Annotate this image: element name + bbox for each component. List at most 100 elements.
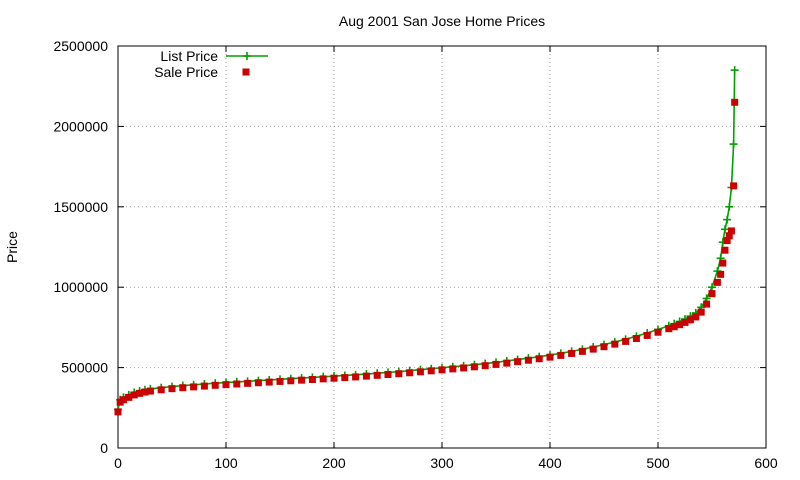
data-point — [535, 355, 543, 363]
data-point — [665, 325, 673, 333]
data-point — [713, 278, 721, 286]
data-point — [731, 98, 739, 106]
data-point — [611, 340, 619, 348]
data-point — [341, 374, 349, 382]
data-point — [578, 347, 586, 355]
data-point — [395, 370, 403, 378]
data-point — [141, 388, 149, 396]
data-point — [287, 377, 295, 385]
data-point — [460, 364, 468, 372]
data-point — [600, 343, 608, 351]
y-axis-label: Price — [4, 231, 20, 263]
x-tick-label: 400 — [538, 455, 562, 471]
data-point — [330, 374, 338, 382]
data-point — [721, 246, 729, 254]
data-point — [470, 363, 478, 371]
data-point — [720, 225, 729, 234]
data-point — [568, 349, 576, 357]
data-point — [727, 227, 735, 235]
data-point — [276, 377, 284, 385]
y-tick-label: 1500000 — [53, 199, 108, 215]
data-point — [546, 353, 554, 361]
data-point — [211, 381, 219, 389]
data-point — [692, 313, 700, 321]
data-point — [717, 270, 725, 278]
data-point — [697, 308, 705, 316]
data-point — [725, 202, 734, 211]
data-point — [319, 375, 327, 383]
data-point — [406, 369, 414, 377]
data-point — [352, 373, 360, 381]
data-point — [362, 372, 370, 380]
data-point — [119, 396, 127, 404]
data-point — [114, 408, 122, 416]
y-tick-label: 2500000 — [53, 38, 108, 54]
y-tick-label: 1000000 — [53, 279, 108, 295]
data-point — [125, 393, 133, 401]
legend-label-sale-price: Sale Price — [154, 64, 218, 80]
data-point — [676, 321, 684, 329]
data-point — [654, 328, 662, 336]
data-point — [449, 365, 457, 373]
x-tick-label: 500 — [646, 455, 670, 471]
data-point — [730, 182, 738, 190]
data-point — [384, 371, 392, 379]
data-point — [298, 376, 306, 384]
data-point — [703, 300, 711, 308]
series-layer — [114, 66, 739, 416]
series-sale-price — [114, 98, 739, 416]
data-point — [643, 331, 651, 339]
data-point — [670, 323, 678, 331]
data-point — [200, 382, 208, 390]
data-point — [725, 232, 733, 240]
data-point — [438, 366, 446, 374]
data-point — [589, 345, 597, 353]
data-point — [136, 389, 144, 397]
data-point — [254, 379, 262, 387]
data-point — [622, 337, 630, 345]
data-point — [708, 290, 716, 298]
data-point — [427, 367, 435, 375]
legend-label-list-price: List Price — [160, 48, 218, 64]
data-point — [729, 140, 738, 149]
x-tick-label: 100 — [214, 455, 238, 471]
data-point — [723, 237, 731, 245]
y-tick-label: 2000000 — [53, 118, 108, 134]
data-point — [723, 215, 732, 224]
data-point — [190, 383, 198, 391]
data-point — [157, 386, 165, 394]
legend: List Price Sale Price — [154, 48, 268, 80]
data-point — [719, 259, 727, 267]
x-tick-label: 600 — [754, 455, 778, 471]
data-point — [481, 362, 489, 370]
legend-swatch-marker — [242, 68, 250, 76]
y-tick-label: 0 — [100, 440, 108, 456]
data-point — [730, 66, 739, 75]
data-point — [265, 378, 273, 386]
y-tick-label: 500000 — [61, 360, 108, 376]
data-point — [168, 385, 176, 393]
x-tick-label: 0 — [114, 455, 122, 471]
data-point — [130, 391, 138, 399]
chart-title: Aug 2001 San Jose Home Prices — [339, 13, 545, 29]
data-point — [503, 359, 511, 367]
x-tick-label: 300 — [430, 455, 454, 471]
data-point — [179, 384, 187, 392]
data-point — [373, 371, 381, 379]
data-point — [222, 381, 230, 389]
data-point — [557, 351, 565, 359]
data-point — [686, 316, 694, 324]
x-tick-label: 200 — [322, 455, 346, 471]
data-point — [416, 368, 424, 376]
data-point — [146, 387, 154, 395]
data-point — [308, 375, 316, 383]
data-point — [681, 318, 689, 326]
data-point — [233, 380, 241, 388]
legend-swatch-marker — [243, 52, 251, 60]
data-point — [708, 283, 716, 292]
data-point — [492, 360, 500, 368]
data-point — [514, 358, 522, 366]
axis-ticks: 0 100 200 300 400 500 600 0 500000 1000000 1500000… — [53, 38, 777, 471]
